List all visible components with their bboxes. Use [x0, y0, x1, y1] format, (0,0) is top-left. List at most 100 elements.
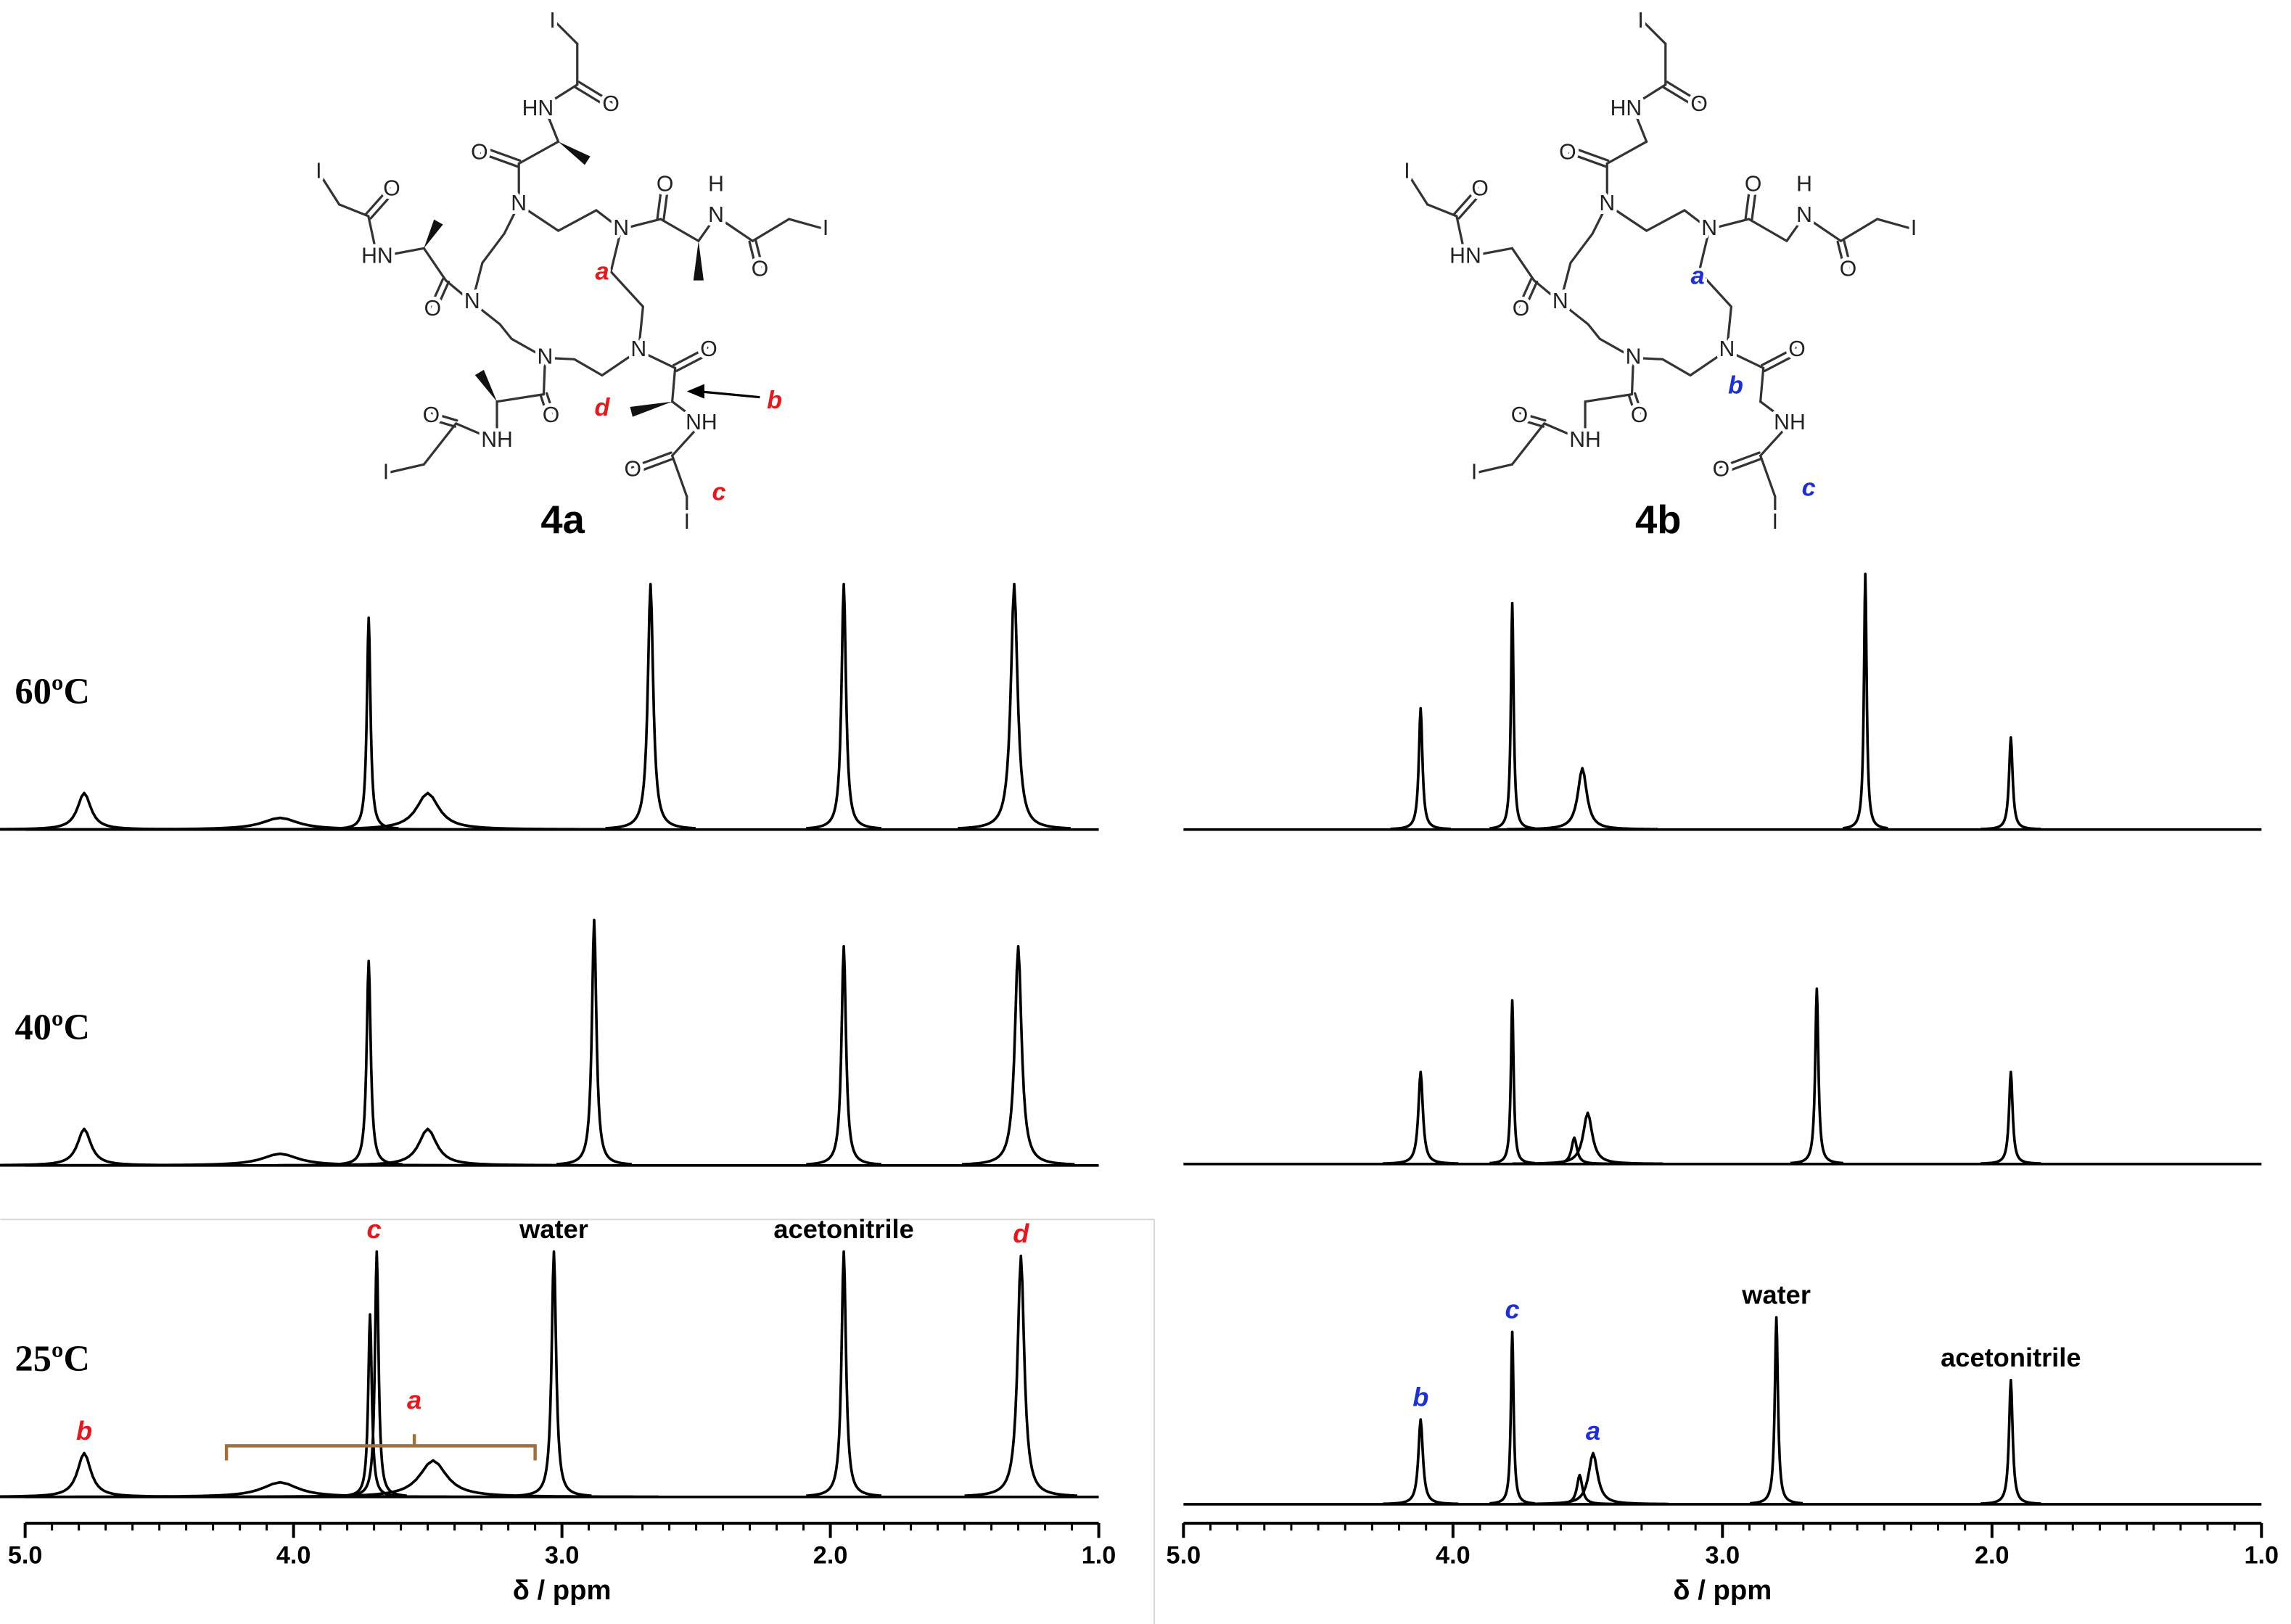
bond	[542, 356, 547, 396]
bond	[317, 170, 341, 206]
bracket	[224, 1434, 537, 1461]
peak	[0, 1127, 197, 1167]
atom-label: N	[1552, 289, 1568, 313]
atom-label: O	[1511, 403, 1528, 427]
peak-annotation: a	[1586, 1416, 1600, 1446]
peak-annotation: water	[519, 1214, 588, 1244]
atom-label: O	[700, 337, 717, 361]
atom-label: O	[1559, 140, 1576, 164]
atom-label: N	[613, 216, 629, 240]
atom-label: O	[625, 457, 641, 481]
bond	[1405, 170, 1429, 206]
atom-label: I	[383, 460, 389, 484]
bond	[1584, 393, 1634, 403]
peak	[1512, 1111, 1663, 1166]
double-bond	[662, 184, 670, 221]
peak	[239, 791, 616, 831]
bond	[545, 111, 560, 143]
double-bond	[480, 152, 519, 168]
atom-label: I	[684, 510, 690, 534]
double-bond	[1761, 346, 1797, 367]
atom-label: N	[1626, 345, 1642, 368]
bond	[455, 422, 498, 442]
atom-label: I	[1471, 460, 1477, 484]
peak	[0, 791, 197, 831]
double-bond	[754, 239, 765, 271]
peak	[805, 1250, 882, 1497]
atom-label: I	[823, 216, 828, 240]
bond	[1708, 218, 1751, 231]
peak-annotation: c	[1505, 1295, 1519, 1324]
site-label: a	[1691, 263, 1705, 290]
bond	[367, 215, 379, 258]
double-bond	[675, 352, 712, 372]
double-bond	[369, 191, 395, 220]
double-bond	[748, 240, 758, 273]
double-bond	[482, 146, 522, 162]
double-bond	[1570, 146, 1610, 162]
bond	[1785, 215, 1806, 242]
x-axis-label: δ / ppm	[1673, 1575, 1772, 1606]
bond	[1543, 422, 1587, 442]
site-label: b	[1728, 372, 1743, 400]
peak	[0, 816, 581, 831]
atom-label: O	[657, 173, 673, 197]
atom-label: O	[1840, 257, 1856, 281]
peak	[1980, 735, 2042, 830]
compound-label: 4a	[540, 498, 585, 542]
bond	[671, 422, 703, 457]
bond	[376, 247, 425, 258]
atom-label: HN	[1449, 244, 1481, 268]
bond	[1839, 218, 1879, 242]
bond	[1725, 349, 1765, 370]
arrow-head	[686, 384, 704, 399]
bond	[671, 366, 677, 403]
peak	[1507, 767, 1658, 831]
wedge-bond	[424, 219, 443, 249]
bond	[1455, 215, 1467, 258]
double-bond	[1836, 240, 1846, 273]
wedge-bond	[630, 401, 673, 417]
peak	[516, 1250, 592, 1497]
atom-label: I	[1637, 9, 1643, 33]
double-bond	[428, 278, 445, 310]
atom-label: H	[1796, 173, 1812, 197]
peak	[1389, 706, 1452, 830]
x-tick-label: 2.0	[1975, 1541, 2010, 1569]
atom-label: N	[630, 337, 646, 361]
peak-annotation: c	[367, 1214, 382, 1244]
atom-label: HN	[522, 96, 554, 120]
atom-label: O	[602, 92, 619, 116]
atom-label: I	[1772, 510, 1778, 534]
pointer-arrow	[698, 390, 760, 399]
atom-label: N	[1796, 203, 1812, 227]
peak	[1980, 1378, 2042, 1505]
wedge-bond	[693, 241, 704, 281]
atom-label: I	[316, 160, 321, 184]
peak	[1382, 1071, 1459, 1165]
x-tick-label: 4.0	[276, 1541, 311, 1569]
peak	[277, 1127, 578, 1167]
bond	[671, 400, 703, 425]
double-bond	[1457, 191, 1484, 220]
double-bond	[1721, 457, 1763, 475]
bond	[1633, 111, 1648, 143]
bond	[1642, 20, 1667, 46]
peak	[1841, 572, 1889, 830]
atom-label: O	[423, 403, 440, 427]
atom-label: O	[1713, 457, 1729, 481]
ring-bond	[1559, 203, 1733, 377]
x-tick-label: 5.0	[1167, 1541, 1201, 1569]
bond	[788, 218, 827, 231]
peak	[1382, 1418, 1459, 1506]
site-label: c	[1802, 474, 1816, 502]
atom-label: I	[1404, 160, 1410, 184]
atom-label: O	[383, 177, 400, 201]
bond	[1803, 215, 1843, 242]
bond	[697, 215, 717, 242]
x-tick-label: 3.0	[545, 1541, 580, 1569]
atom-label: N	[1719, 337, 1735, 361]
atom-label: N	[464, 289, 480, 313]
spectrum-panel: 60ºC 40ºC 25ºC b c a water acetonitrile d 5.0 4.0 3…	[0, 582, 1116, 1606]
